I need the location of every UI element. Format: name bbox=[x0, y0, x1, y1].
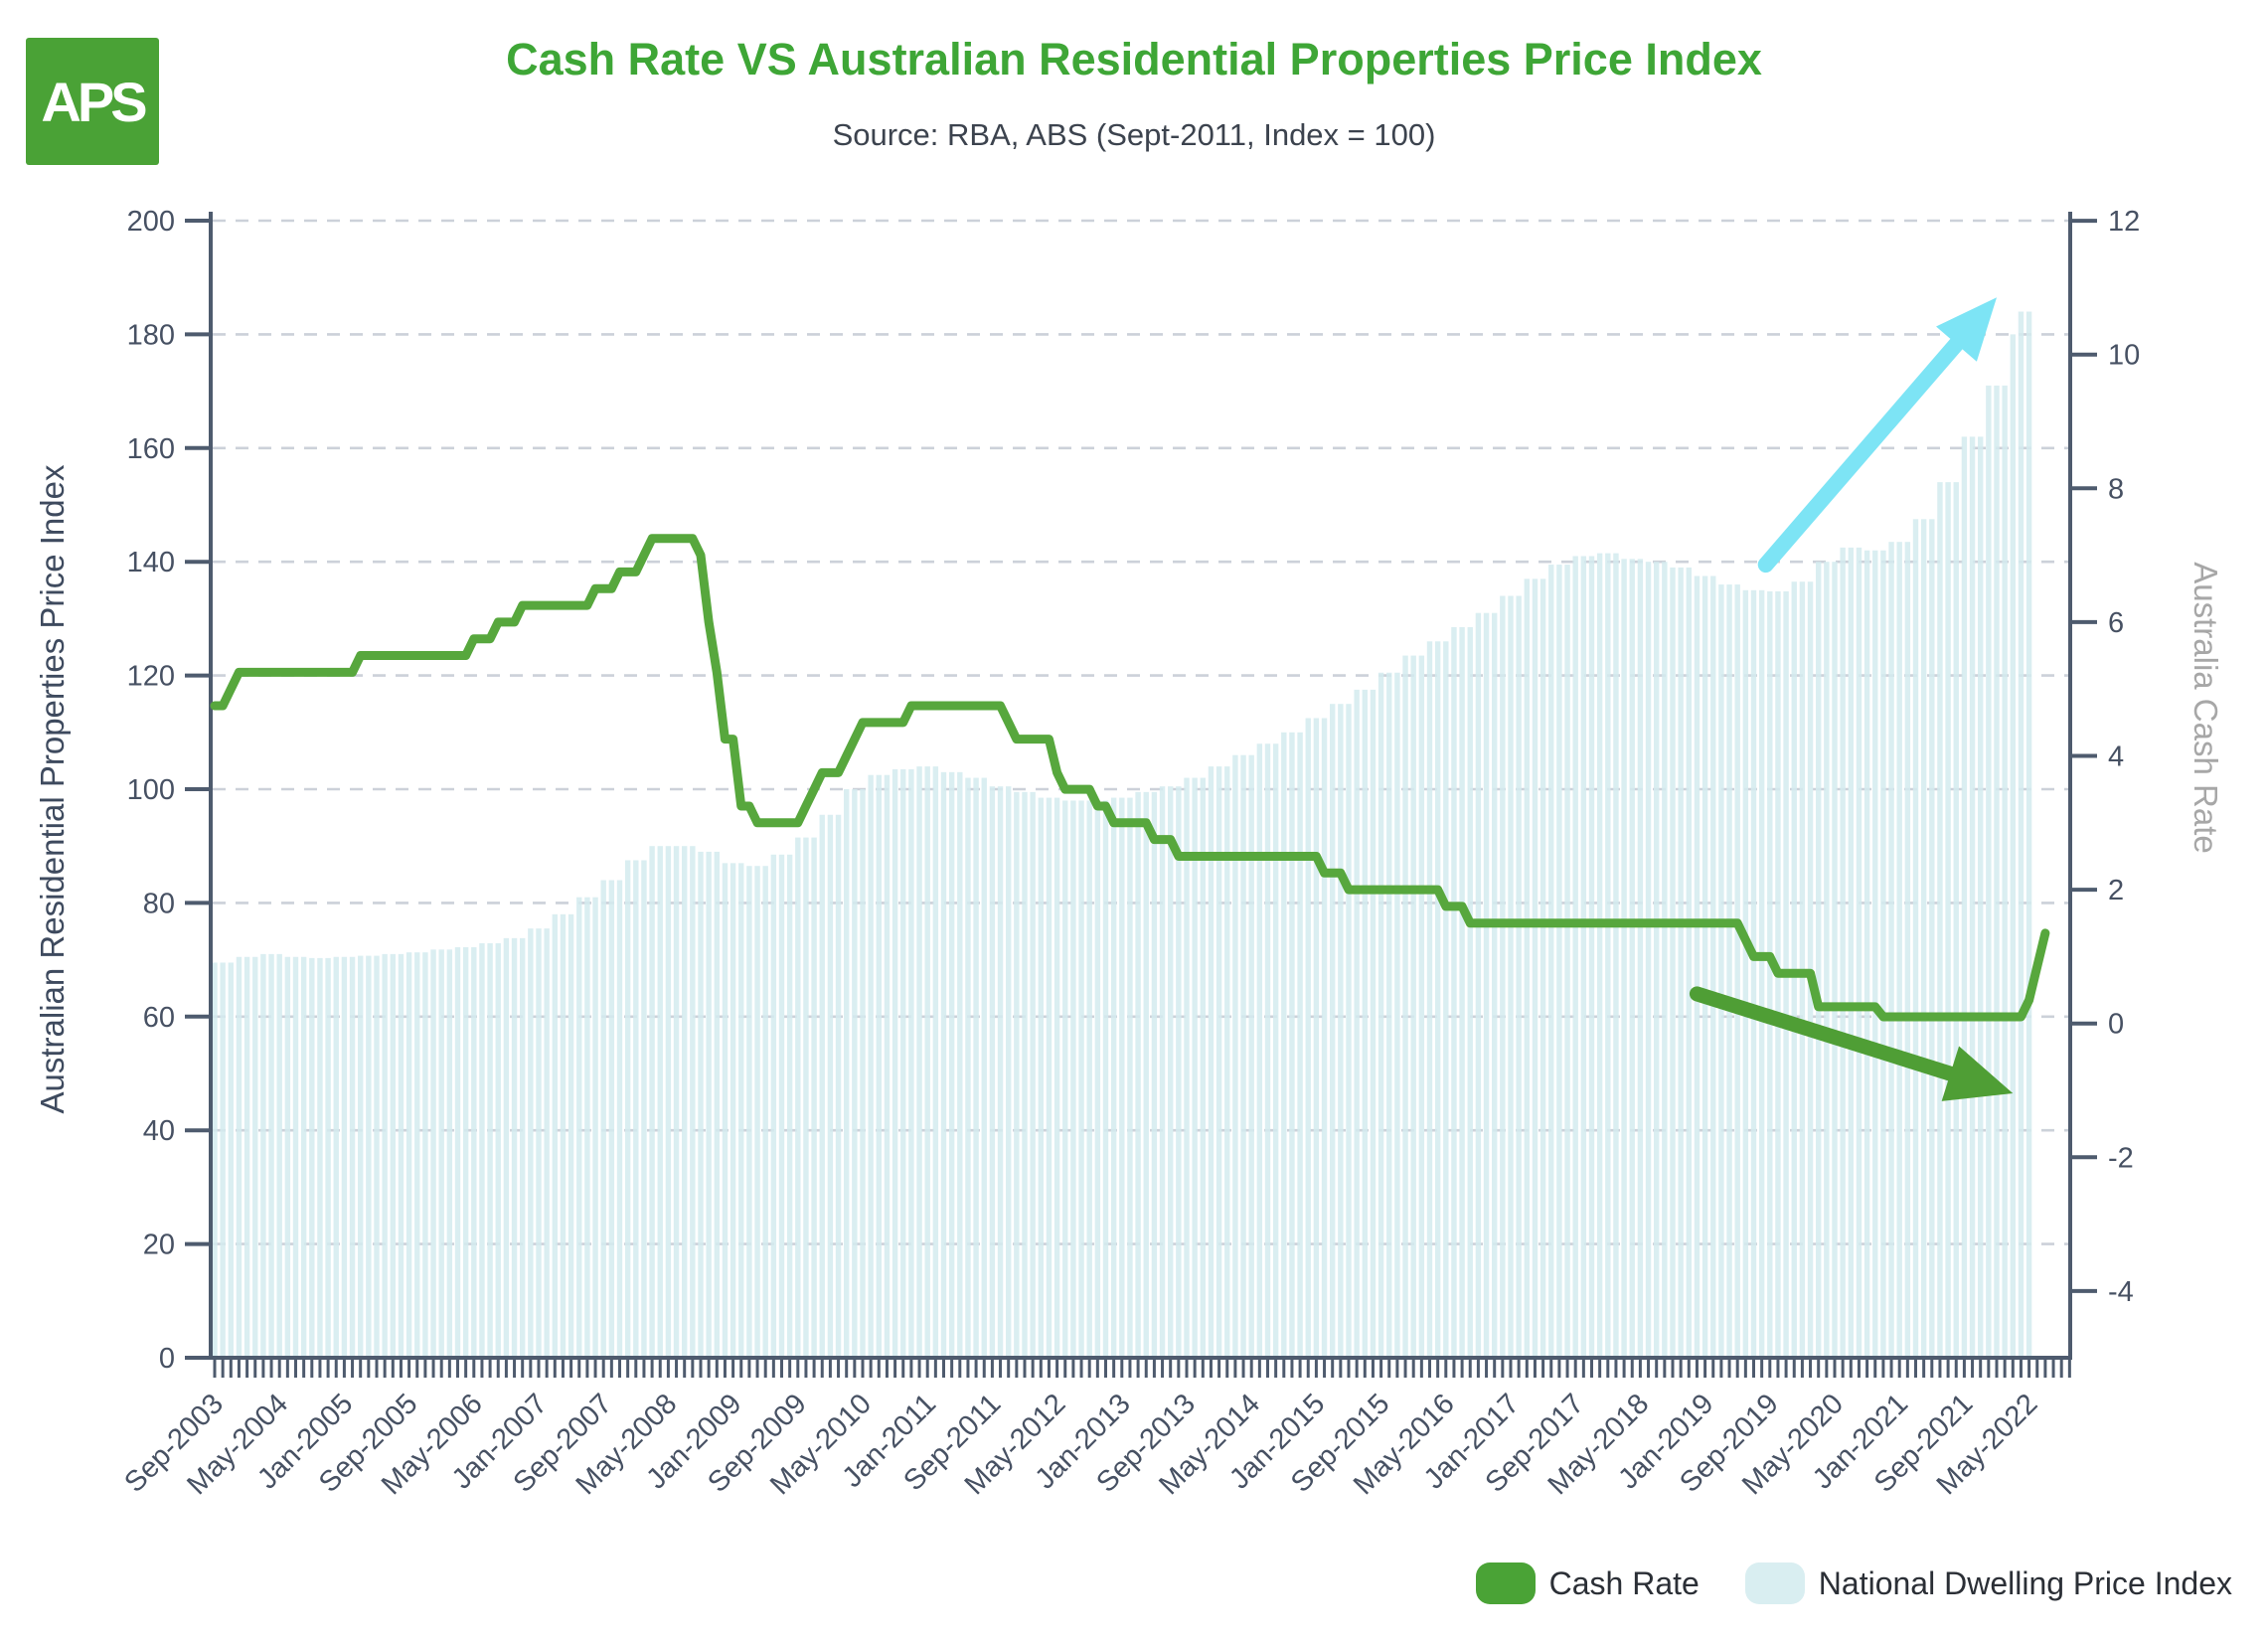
svg-text:40: 40 bbox=[143, 1115, 175, 1147]
cash-rate-swatch-icon bbox=[1475, 1562, 1536, 1604]
svg-text:160: 160 bbox=[127, 433, 175, 465]
svg-text:2: 2 bbox=[2108, 875, 2124, 906]
dwelling-index-legend-label: National Dwelling Price Index bbox=[1818, 1564, 2232, 1601]
dwelling-index-swatch-icon bbox=[1744, 1562, 1805, 1604]
chart-legend: Cash Rate National Dwelling Price Index bbox=[1475, 1562, 2232, 1604]
svg-text:180: 180 bbox=[127, 319, 175, 351]
svg-text:8: 8 bbox=[2108, 473, 2124, 505]
svg-text:-2: -2 bbox=[2108, 1142, 2134, 1174]
svg-text:-4: -4 bbox=[2108, 1276, 2134, 1308]
legend-item-cash-rate: Cash Rate bbox=[1475, 1562, 1700, 1604]
svg-text:200: 200 bbox=[127, 206, 175, 238]
svg-text:120: 120 bbox=[127, 661, 175, 693]
svg-text:Australian Residential Propert: Australian Residential Properties Price … bbox=[34, 464, 71, 1113]
svg-text:10: 10 bbox=[2108, 340, 2140, 372]
aps-logo: APS bbox=[26, 38, 159, 165]
svg-text:6: 6 bbox=[2108, 607, 2124, 639]
svg-text:20: 20 bbox=[143, 1230, 175, 1261]
aps-logo-text: APS bbox=[41, 70, 147, 133]
svg-text:0: 0 bbox=[2108, 1009, 2124, 1041]
svg-text:140: 140 bbox=[127, 547, 175, 578]
chart-subtitle: Source: RBA, ABS (Sept-2011, Index = 100… bbox=[832, 117, 1436, 152]
svg-text:60: 60 bbox=[143, 1002, 175, 1034]
legend-item-dwelling-index: National Dwelling Price Index bbox=[1744, 1562, 2232, 1604]
svg-text:0: 0 bbox=[159, 1343, 175, 1375]
svg-text:100: 100 bbox=[127, 774, 175, 806]
svg-text:4: 4 bbox=[2108, 741, 2124, 773]
cash-rate-legend-label: Cash Rate bbox=[1548, 1564, 1700, 1601]
svg-text:Australia Cash Rate: Australia Cash Rate bbox=[2187, 562, 2224, 853]
svg-text:80: 80 bbox=[143, 888, 175, 919]
chart-title: Cash Rate VS Australian Residential Prop… bbox=[506, 34, 1762, 84]
svg-text:12: 12 bbox=[2108, 206, 2140, 238]
